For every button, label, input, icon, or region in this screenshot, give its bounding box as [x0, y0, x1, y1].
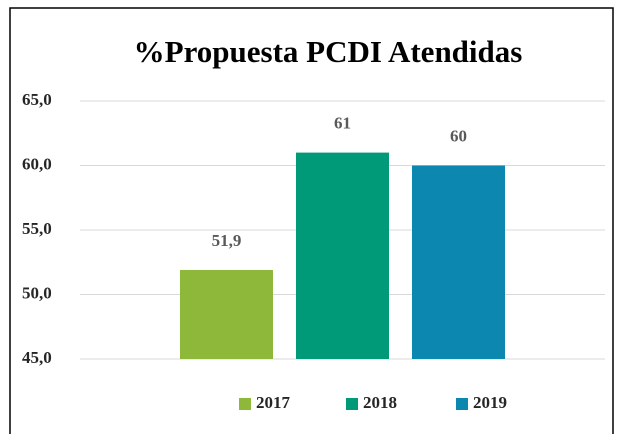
legend-label: 2018	[363, 393, 397, 412]
y-tick-label: 50,0	[22, 283, 52, 302]
y-tick-label: 55,0	[22, 219, 52, 238]
legend-swatch	[456, 398, 468, 410]
y-tick-label: 45,0	[22, 348, 52, 367]
legend-label: 2017	[256, 393, 291, 412]
data-label: 60	[450, 126, 467, 145]
legend-label: 2019	[473, 393, 507, 412]
y-tick-label: 65,0	[22, 90, 52, 109]
legend-swatch	[346, 398, 358, 410]
legend-swatch	[239, 398, 251, 410]
data-label: 61	[334, 114, 351, 133]
bar	[180, 269, 273, 359]
y-tick-label: 60,0	[22, 154, 52, 173]
bar	[296, 152, 389, 359]
bar	[412, 165, 505, 359]
chart-title: %Propuesta PCDI Atendidas	[134, 34, 523, 69]
data-label: 51,9	[212, 231, 242, 250]
